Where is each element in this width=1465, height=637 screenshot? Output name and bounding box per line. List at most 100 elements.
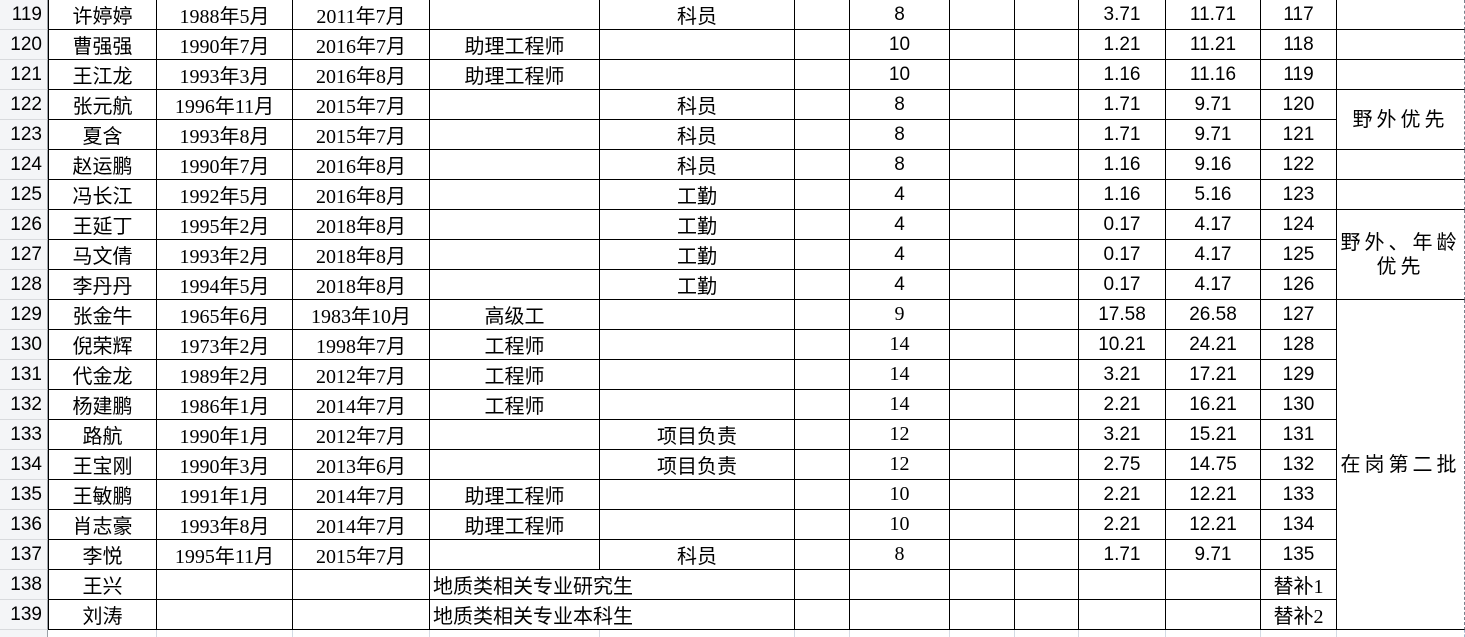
cell-birth-date[interactable]: 1990年1月 — [157, 420, 293, 450]
cell-title[interactable]: 助理工程师 — [430, 480, 600, 510]
cell-position[interactable]: 工勤 — [600, 210, 795, 240]
cell-start-date[interactable]: 2014年7月 — [293, 390, 430, 420]
cell-seq[interactable]: 119 — [1261, 60, 1337, 90]
cell-years[interactable]: 14 — [850, 330, 950, 360]
cell-score1[interactable]: 1.16 — [1079, 150, 1166, 180]
cell-birth-date[interactable]: 1990年3月 — [157, 450, 293, 480]
row-header[interactable]: 122 — [0, 90, 48, 120]
cell-start-date[interactable]: 2012年7月 — [293, 420, 430, 450]
cell-score2[interactable]: 11.21 — [1166, 30, 1261, 60]
cell-score2[interactable]: 9.71 — [1166, 90, 1261, 120]
cell-ghost[interactable] — [795, 630, 850, 637]
cell-ghost[interactable] — [1015, 630, 1079, 637]
cell-score1[interactable]: 2.21 — [1079, 480, 1166, 510]
cell-birth-date[interactable]: 1990年7月 — [157, 150, 293, 180]
cell-remark[interactable] — [1337, 30, 1465, 60]
cell-empty-j[interactable] — [1015, 60, 1079, 90]
cell-seq[interactable]: 123 — [1261, 180, 1337, 210]
cell-position[interactable] — [600, 360, 795, 390]
cell-birth-date[interactable] — [157, 570, 293, 600]
cell-seq[interactable]: 130 — [1261, 390, 1337, 420]
cell-position[interactable] — [600, 480, 795, 510]
cell-name[interactable]: 王敏鹏 — [48, 480, 157, 510]
cell-score2[interactable]: 11.71 — [1166, 0, 1261, 30]
cell-score2[interactable]: 9.71 — [1166, 120, 1261, 150]
cell-empty-i[interactable] — [950, 450, 1015, 480]
cell-score2[interactable] — [1166, 600, 1261, 630]
cell-title[interactable] — [430, 120, 600, 150]
row-header[interactable]: 134 — [0, 450, 48, 480]
cell-seq[interactable]: 124 — [1261, 210, 1337, 240]
cell-name[interactable]: 刘涛 — [48, 600, 157, 630]
cell-remark[interactable] — [1337, 180, 1465, 210]
cell-empty-j[interactable] — [1015, 210, 1079, 240]
cell-years[interactable]: 4 — [850, 180, 950, 210]
cell-empty-g[interactable] — [795, 150, 850, 180]
row-header[interactable]: 125 — [0, 180, 48, 210]
cell-empty-j[interactable] — [1015, 0, 1079, 30]
cell-ghost[interactable] — [293, 630, 430, 637]
cell-empty-g[interactable] — [795, 120, 850, 150]
cell-empty-j[interactable] — [1015, 330, 1079, 360]
cell-years[interactable]: 10 — [850, 30, 950, 60]
cell-years[interactable]: 8 — [850, 0, 950, 30]
cell-position[interactable]: 项目负责 — [600, 450, 795, 480]
cell-birth-date[interactable]: 1996年11月 — [157, 90, 293, 120]
cell-empty-j[interactable] — [1015, 360, 1079, 390]
cell-position[interactable] — [600, 60, 795, 90]
cell-score2[interactable]: 11.16 — [1166, 60, 1261, 90]
cell-empty-j[interactable] — [1015, 240, 1079, 270]
cell-start-date[interactable]: 2011年7月 — [293, 0, 430, 30]
cell-remark[interactable] — [1337, 150, 1465, 180]
cell-empty-g[interactable] — [795, 360, 850, 390]
cell-score2[interactable]: 4.17 — [1166, 270, 1261, 300]
cell-empty-g[interactable] — [795, 210, 850, 240]
cell-start-date[interactable]: 2015年7月 — [293, 90, 430, 120]
cell-empty-g[interactable] — [795, 240, 850, 270]
cell-seq[interactable]: 129 — [1261, 360, 1337, 390]
cell-score2[interactable]: 17.21 — [1166, 360, 1261, 390]
cell-score1[interactable] — [1079, 570, 1166, 600]
cell-years[interactable]: 14 — [850, 390, 950, 420]
cell-empty-i[interactable] — [950, 480, 1015, 510]
row-header[interactable]: 131 — [0, 360, 48, 390]
cell-start-date[interactable]: 2014年7月 — [293, 510, 430, 540]
cell-ghost[interactable] — [1079, 630, 1166, 637]
cell-empty-i[interactable] — [950, 390, 1015, 420]
cell-seq[interactable]: 117 — [1261, 0, 1337, 30]
cell-years[interactable]: 9 — [850, 300, 950, 330]
cell-seq[interactable]: 120 — [1261, 90, 1337, 120]
cell-start-date[interactable]: 1983年10月 — [293, 300, 430, 330]
cell-empty-j[interactable] — [1015, 180, 1079, 210]
cell-years[interactable] — [850, 600, 950, 630]
cell-empty-g[interactable] — [795, 600, 850, 630]
row-header[interactable]: 130 — [0, 330, 48, 360]
cell-birth-date[interactable]: 1993年2月 — [157, 240, 293, 270]
cell-empty-g[interactable] — [795, 540, 850, 570]
cell-empty-i[interactable] — [950, 180, 1015, 210]
cell-empty-i[interactable] — [950, 570, 1015, 600]
cell-start-date[interactable]: 2015年7月 — [293, 120, 430, 150]
cell-birth-date[interactable]: 1992年5月 — [157, 180, 293, 210]
cell-name[interactable]: 张金牛 — [48, 300, 157, 330]
cell-start-date[interactable]: 2018年8月 — [293, 270, 430, 300]
cell-score2[interactable]: 12.21 — [1166, 510, 1261, 540]
cell-birth-date[interactable] — [157, 600, 293, 630]
cell-seq[interactable]: 替补2 — [1261, 600, 1337, 630]
cell-birth-date[interactable]: 1993年8月 — [157, 120, 293, 150]
cell-ghost[interactable] — [157, 630, 293, 637]
row-header[interactable]: 128 — [0, 270, 48, 300]
cell-empty-g[interactable] — [795, 450, 850, 480]
cell-empty-g[interactable] — [795, 420, 850, 450]
cell-birth-date[interactable]: 1991年1月 — [157, 480, 293, 510]
row-header[interactable]: 135 — [0, 480, 48, 510]
cell-score1[interactable]: 0.17 — [1079, 240, 1166, 270]
cell-empty-g[interactable] — [795, 90, 850, 120]
cell-years[interactable] — [850, 570, 950, 600]
row-header[interactable]: 133 — [0, 420, 48, 450]
cell-empty-i[interactable] — [950, 150, 1015, 180]
cell-ghost[interactable] — [1261, 630, 1337, 637]
cell-score1[interactable]: 3.71 — [1079, 0, 1166, 30]
cell-empty-i[interactable] — [950, 60, 1015, 90]
cell-birth-date[interactable]: 1988年5月 — [157, 0, 293, 30]
